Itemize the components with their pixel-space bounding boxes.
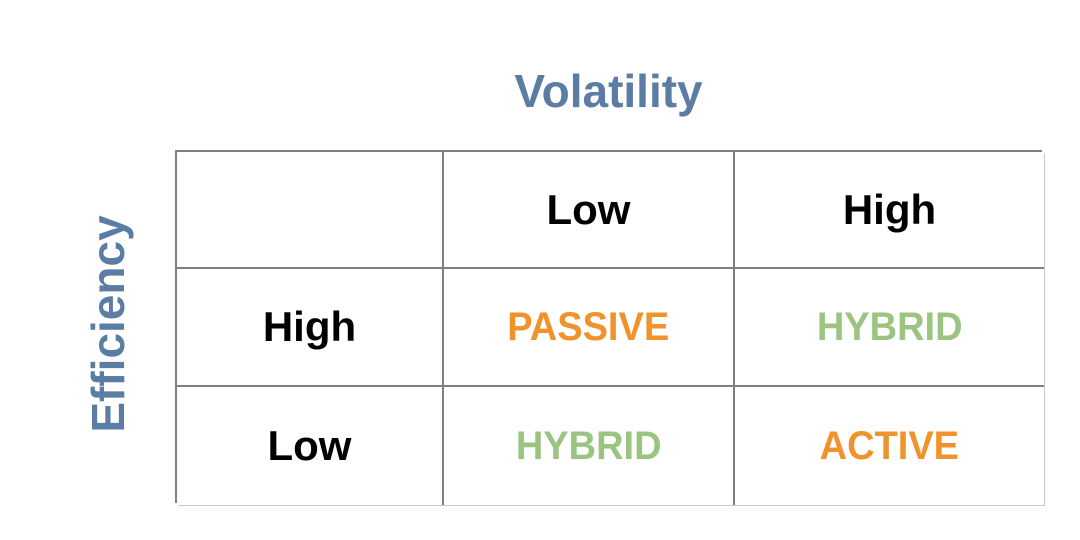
cell-low-efficiency-high-volatility: ACTIVE (735, 387, 1044, 505)
cell-passive-label: PASSIVE (507, 305, 670, 349)
cell-low-efficiency-low-volatility: HYBRID (444, 387, 735, 505)
row-header-low: Low (177, 387, 444, 505)
cell-active-label: ACTIVE (819, 424, 960, 468)
column-header-low-label: Low (546, 185, 631, 233)
column-header-low: Low (444, 152, 735, 269)
row-header-high-label: High (262, 303, 357, 350)
matrix-table: Low High High PASSIVE HYBRID Low HYBRID … (175, 150, 1044, 505)
row-header-high: High (177, 269, 444, 387)
column-header-high-label: High (842, 185, 937, 233)
cell-high-efficiency-low-volatility: PASSIVE (444, 269, 735, 387)
column-header-high: High (735, 152, 1044, 269)
x-axis-title-volatility: Volatility (514, 65, 703, 117)
row-header-low-label: Low (267, 422, 352, 469)
corner-cell (177, 152, 444, 269)
cell-hybrid-bottom-label: HYBRID (515, 424, 662, 468)
cell-high-efficiency-high-volatility: HYBRID (735, 269, 1044, 387)
cell-hybrid-top-label: HYBRID (816, 305, 963, 349)
y-axis-title-efficiency: Efficiency (82, 215, 134, 433)
